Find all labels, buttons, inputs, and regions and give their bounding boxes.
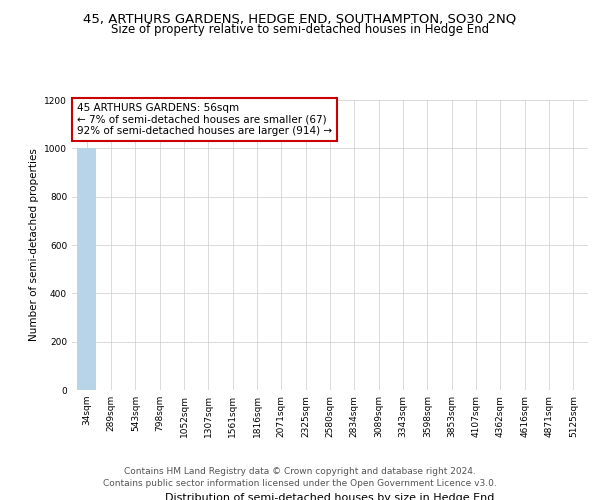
Text: 45, ARTHURS GARDENS, HEDGE END, SOUTHAMPTON, SO30 2NQ: 45, ARTHURS GARDENS, HEDGE END, SOUTHAMP… xyxy=(83,12,517,26)
Text: 45 ARTHURS GARDENS: 56sqm
← 7% of semi-detached houses are smaller (67)
92% of s: 45 ARTHURS GARDENS: 56sqm ← 7% of semi-d… xyxy=(77,103,332,136)
X-axis label: Distribution of semi-detached houses by size in Hedge End: Distribution of semi-detached houses by … xyxy=(166,492,494,500)
Text: Size of property relative to semi-detached houses in Hedge End: Size of property relative to semi-detach… xyxy=(111,22,489,36)
Bar xyxy=(77,148,97,390)
Text: Contains HM Land Registry data © Crown copyright and database right 2024.
Contai: Contains HM Land Registry data © Crown c… xyxy=(103,466,497,487)
Y-axis label: Number of semi-detached properties: Number of semi-detached properties xyxy=(29,148,38,342)
